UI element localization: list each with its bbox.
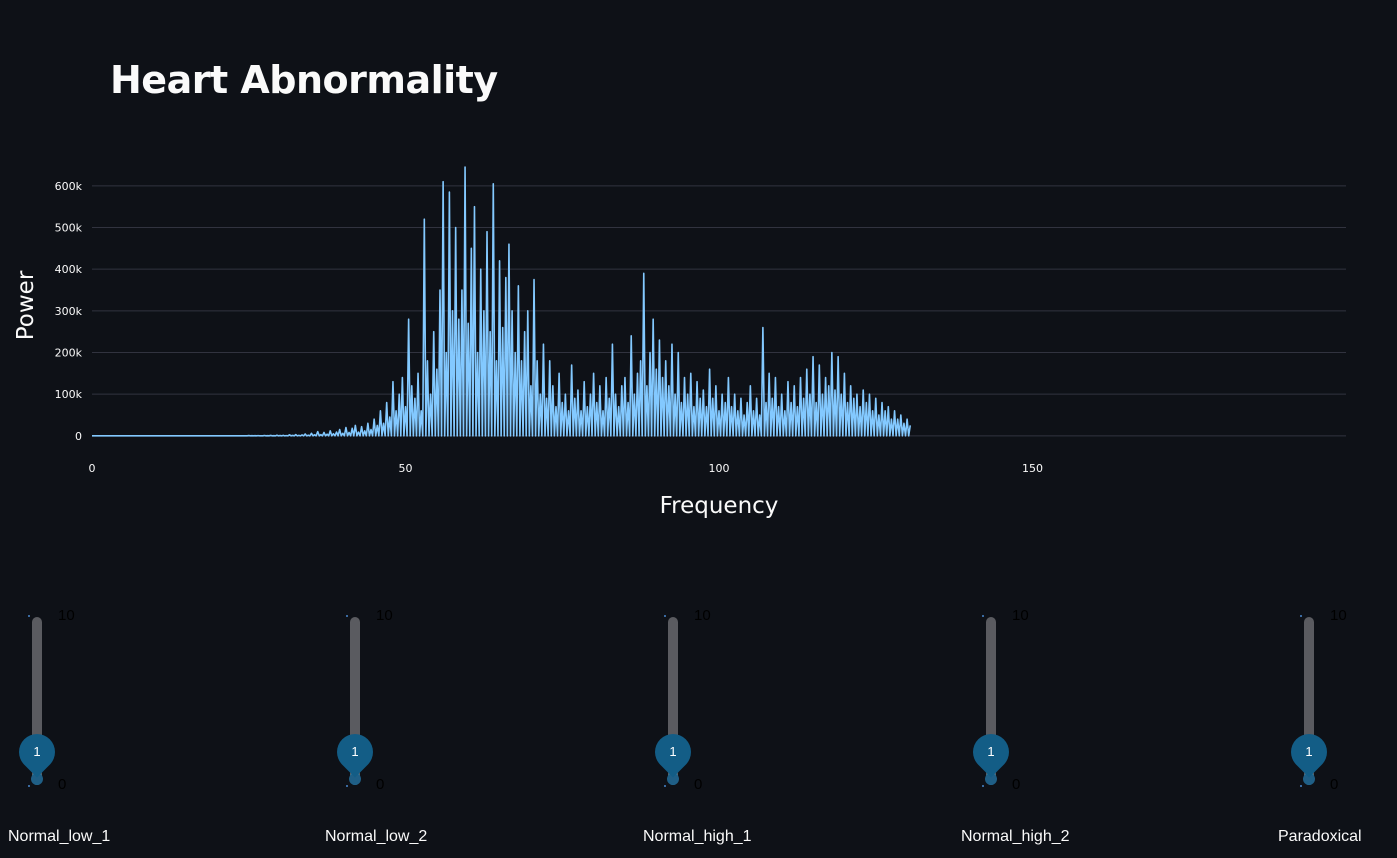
slider-thumb[interactable] [31, 772, 43, 785]
slider-track[interactable] [32, 617, 42, 785]
vertical-slider[interactable]: 1 10 0 [631, 600, 711, 800]
slider-top-dot [28, 615, 30, 617]
slider-track[interactable] [350, 617, 360, 785]
slider-max-label: 10 [58, 607, 75, 624]
vertical-slider[interactable]: 1 10 0 [313, 600, 393, 800]
y-tick-label: 300k [55, 305, 83, 318]
y-tick-label: 600k [55, 180, 83, 193]
slider-caption: Normal_low_2 [325, 828, 428, 845]
x-tick-label: 0 [89, 462, 96, 475]
y-tick-label: 500k [55, 222, 83, 235]
series-line[interactable] [92, 166, 912, 437]
y-tick-label: 200k [55, 347, 83, 360]
slider-value-handle[interactable] [11, 726, 63, 778]
slider-max-label: 10 [694, 607, 711, 624]
slider-thumb[interactable] [667, 772, 679, 785]
slider-thumb[interactable] [349, 772, 361, 785]
slider-caption: Normal_low_1 [8, 828, 111, 845]
slider-top-dot [982, 615, 984, 617]
slider-value-handle[interactable] [1283, 726, 1335, 778]
slider-top-dot [1300, 615, 1302, 617]
slider-caption: Normal_high_2 [961, 828, 1070, 845]
slider-value-handle[interactable] [965, 726, 1017, 778]
vertical-slider[interactable]: 1 10 0 [0, 600, 75, 800]
power-spectrum-chart[interactable]: 0 100k 200k 300k 400k 500k 600k 0 50 100 150 Powe… [0, 150, 1397, 530]
slider-top-dot [346, 615, 348, 617]
slider-bottom-dot [28, 785, 30, 787]
slider-min-label: 0 [1330, 776, 1339, 793]
page-title: Heart Abnormality [110, 58, 498, 102]
slider-bottom-dot [664, 785, 666, 787]
slider-thumb[interactable] [1303, 772, 1315, 785]
slider-min-label: 0 [58, 776, 67, 793]
y-tick-label: 100k [55, 388, 83, 401]
x-tick-label: 50 [399, 462, 413, 475]
vertical-slider[interactable]: 1 10 0 [949, 600, 1029, 800]
x-tick-label: 100 [709, 462, 730, 475]
slider-track[interactable] [986, 617, 996, 785]
x-axis-ticks: 0 50 100 150 [89, 462, 1044, 475]
slider-value-handle[interactable] [329, 726, 381, 778]
y-tick-label: 0 [75, 430, 82, 443]
slider-top-dot [664, 615, 666, 617]
x-tick-label: 150 [1022, 462, 1043, 475]
vertical-slider[interactable]: 1 10 0 [1267, 600, 1347, 800]
y-axis-ticks: 0 100k 200k 300k 400k 500k 600k [55, 180, 83, 443]
slider-caption: Paradoxical [1278, 828, 1362, 845]
slider-caption: Normal_high_1 [643, 828, 752, 845]
x-axis-title: Frequency [660, 493, 779, 519]
y-axis-title: Power [13, 270, 39, 340]
slider-bottom-dot [346, 785, 348, 787]
slider-thumb[interactable] [985, 772, 997, 785]
chart-series-layer [92, 166, 912, 437]
chart-gridlines [92, 185, 1346, 437]
slider-track[interactable] [1304, 617, 1314, 785]
slider-track[interactable] [668, 617, 678, 785]
y-tick-label: 400k [55, 263, 83, 276]
slider-bottom-dot [1300, 785, 1302, 787]
slider-min-label: 0 [1012, 776, 1021, 793]
slider-min-label: 0 [694, 776, 703, 793]
slider-value-handle[interactable] [647, 726, 699, 778]
slider-max-label: 10 [376, 607, 393, 624]
slider-min-label: 0 [376, 776, 385, 793]
slider-bottom-dot [982, 785, 984, 787]
slider-max-label: 10 [1330, 607, 1347, 624]
slider-max-label: 10 [1012, 607, 1029, 624]
